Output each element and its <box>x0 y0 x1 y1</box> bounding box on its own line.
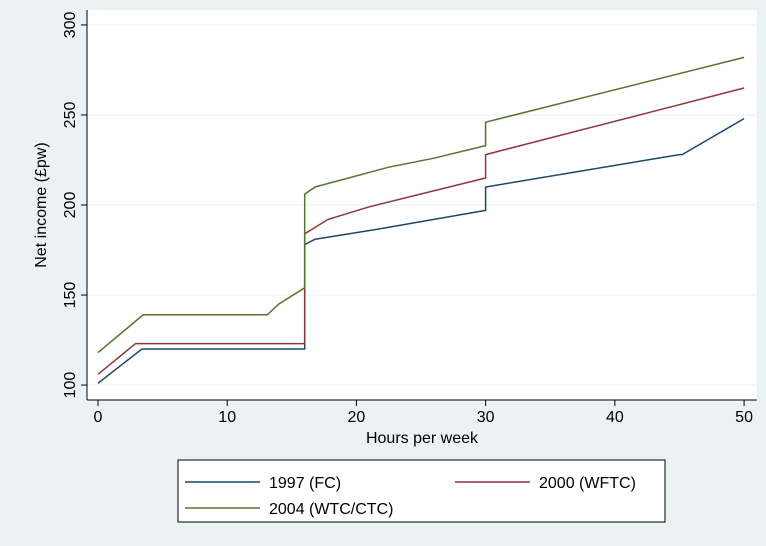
y-tick-label: 100 <box>62 372 79 399</box>
y-tick-label: 250 <box>62 102 79 129</box>
y-tick-label: 300 <box>62 11 79 38</box>
x-tick-label: 0 <box>94 409 103 426</box>
x-tick-label: 40 <box>606 409 624 426</box>
legend-entries: 1997 (FC) 2000 (WFTC) 2004 (WTC/CTC) <box>185 475 636 518</box>
series-line <box>97 117 745 384</box>
ticks: 100 150 200 250 300 0 10 20 30 40 50 <box>62 11 753 426</box>
x-tick-label: 20 <box>348 409 366 426</box>
legend-label: 1997 (FC) <box>269 475 341 492</box>
y-axis-title: Net income (£pw) <box>33 142 50 267</box>
y-tick-label: 150 <box>62 282 79 309</box>
legend-label: 2000 (WFTC) <box>539 475 636 492</box>
x-tick-label: 30 <box>477 409 495 426</box>
legend-label: 2004 (WTC/CTC) <box>269 501 393 518</box>
x-tick-label: 10 <box>218 409 236 426</box>
lines <box>97 56 745 384</box>
legend <box>177 459 666 523</box>
grid <box>87 24 757 386</box>
x-tick-label: 50 <box>735 409 753 426</box>
x-axis-title: Hours per week <box>366 430 479 447</box>
y-tick-label: 200 <box>62 192 79 219</box>
series-line <box>97 56 745 354</box>
series-line <box>97 87 745 375</box>
